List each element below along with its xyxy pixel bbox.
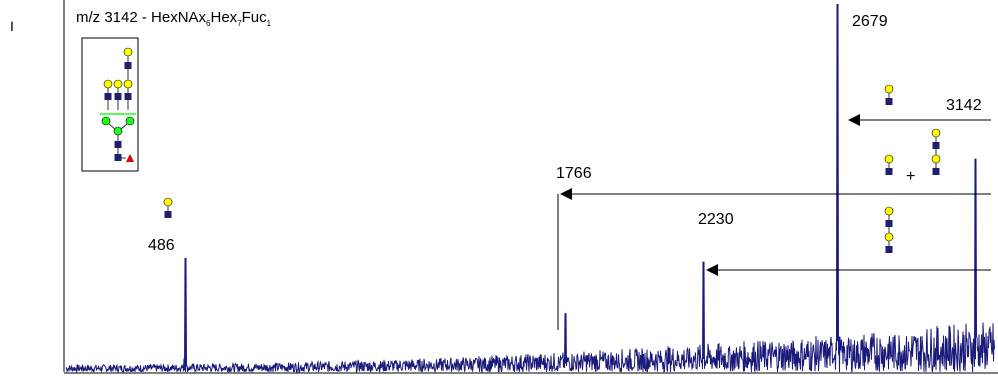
core (101, 116, 135, 162)
panel-label: I (10, 18, 14, 34)
fragment-486-glycan (163, 197, 173, 218)
fragment-2230-glycan (884, 206, 894, 253)
peak-label-2679: 2679 (852, 13, 888, 30)
inset-frame (81, 37, 139, 172)
peak-label-2230: 2230 (698, 211, 734, 228)
title-part-2: Fuc (242, 9, 268, 26)
title-sub-1: 7 (237, 19, 242, 28)
fragment-hexhexnac-glycan (884, 84, 894, 105)
title-sub-0: 6 (206, 19, 211, 28)
plus-sign: + (906, 168, 915, 185)
antennae-row (103, 79, 133, 110)
arrow-3142-to-1766 (557, 188, 991, 330)
fragment-combo-glycan: + (884, 128, 941, 185)
chart-title: m/z 3142 - HexNAx6Hex7Fuc1 (76, 9, 272, 28)
peak-label-486: 486 (148, 237, 175, 254)
title-sub-2: 1 (267, 19, 272, 28)
glycan-structure-inset (81, 37, 139, 172)
peak-label-3142: 3142 (946, 97, 982, 114)
title-part-0: m/z 3142 - HexNAx (76, 9, 207, 26)
fuc-triangle (126, 154, 134, 162)
hexnac-square (124, 62, 132, 69)
arrow-3142-to-2230 (706, 264, 991, 276)
peak-label-1766: 1766 (556, 165, 592, 182)
title-part-1: Hex (211, 9, 238, 26)
hex-circle (123, 47, 133, 57)
antenna-top (123, 47, 133, 80)
spectrum-trace (65, 3, 995, 374)
arrow-3142-to-2679 (848, 114, 991, 126)
